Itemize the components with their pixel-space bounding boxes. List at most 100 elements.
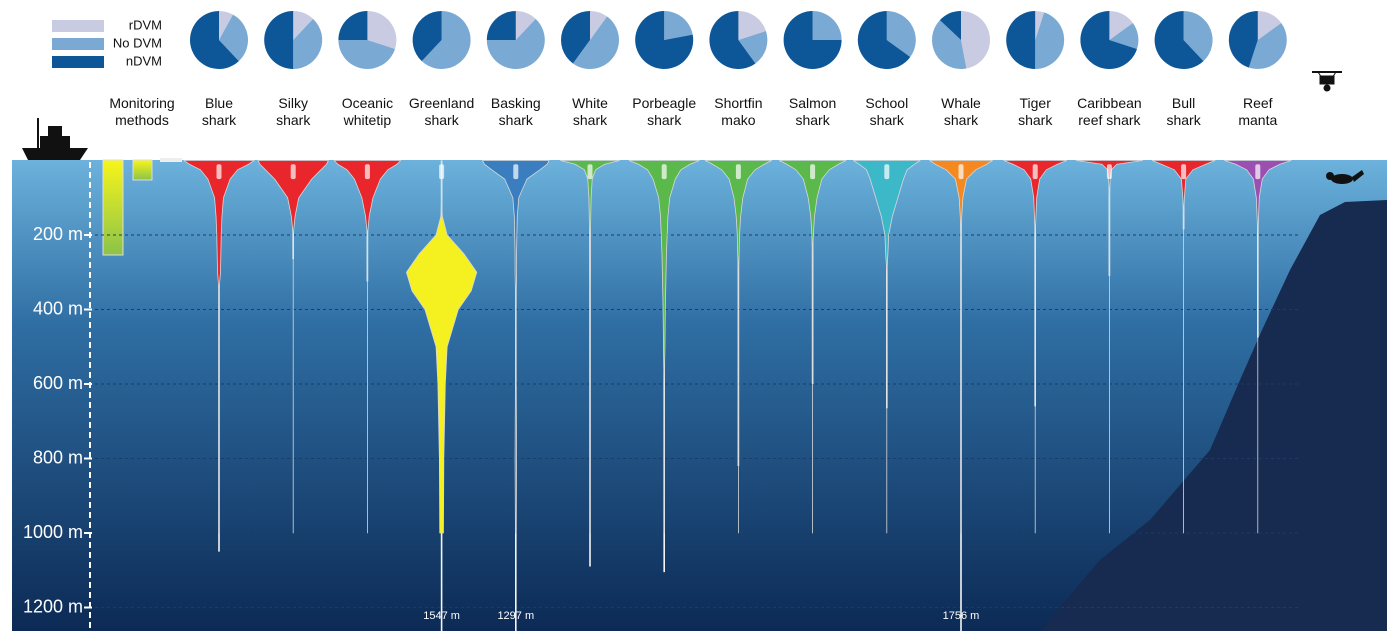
pie-slice (421, 11, 471, 69)
pie-slice (338, 11, 368, 40)
violin (257, 160, 329, 534)
violin (929, 160, 993, 534)
species-label: Porbeagle shark (632, 95, 696, 128)
pie-slice (939, 11, 961, 40)
pie-slice (1080, 11, 1137, 69)
pie-slice (293, 11, 314, 40)
pie-slice (561, 11, 590, 64)
species-label: Silky shark (276, 95, 311, 128)
violin (482, 160, 550, 534)
violin (1224, 160, 1292, 534)
species-label: Reef manta (1238, 95, 1277, 128)
pie-slice (293, 18, 323, 69)
species-label: School shark (865, 95, 908, 128)
violin (183, 160, 255, 534)
species-label: Tiger shark (1018, 95, 1053, 128)
legend-label: No DVM (113, 35, 162, 50)
y-tick-label: 1000 m (23, 522, 83, 542)
seafloor (1040, 200, 1387, 631)
legend-label: rDVM (129, 17, 162, 32)
y-tick-label: 400 m (33, 298, 83, 318)
species-label: Basking shark (491, 95, 541, 128)
drone-icon (1312, 71, 1342, 92)
pie-slice (932, 20, 967, 70)
violin-box (1032, 164, 1038, 180)
pie-slice (1257, 11, 1282, 40)
species-label: Bull shark (1166, 95, 1201, 128)
diver-icon (1326, 170, 1364, 184)
y-tick-label: 600 m (33, 373, 83, 393)
violin-box (513, 164, 519, 180)
violin-box (587, 164, 593, 180)
species-label: Shortfin mako (714, 95, 762, 128)
legend-swatch (52, 56, 104, 68)
pie-slice (738, 11, 766, 40)
violin-box (1255, 164, 1261, 180)
violin-box (439, 164, 445, 180)
pie-slice (1035, 11, 1045, 40)
pie-slice (812, 11, 842, 40)
pie-slice (572, 16, 619, 70)
violin-box (810, 164, 816, 180)
violin (704, 160, 773, 534)
pie-slice (486, 11, 516, 40)
pie-slice (1109, 11, 1133, 40)
pie-slice (219, 11, 233, 40)
pie-slice (738, 31, 768, 64)
monitoring-bar (102, 159, 124, 256)
pie-slice (515, 11, 536, 40)
violin (1003, 160, 1068, 534)
pie-slice (1035, 12, 1065, 69)
violin-box (1106, 164, 1112, 180)
violin-box (1181, 164, 1187, 180)
violin (406, 160, 478, 534)
monitoring-bar (160, 158, 182, 162)
pie-slice (1183, 11, 1213, 62)
pie-slice (1154, 11, 1204, 70)
pie-slice (219, 14, 248, 62)
pie-slice (486, 18, 545, 70)
legend-swatch (52, 20, 104, 32)
max-depth-label: 1756 m (943, 610, 980, 622)
violin-box (290, 164, 296, 180)
violin (560, 160, 620, 534)
pie-slice (338, 40, 395, 70)
pie-slice (1228, 11, 1258, 68)
monitoring-label: Monitoring methods (109, 95, 174, 128)
pie-slice (590, 11, 608, 40)
violin-box (364, 164, 370, 180)
legend-swatch (52, 38, 104, 50)
species-label: Oceanic whitetip (342, 95, 393, 128)
pie-slice (709, 11, 756, 70)
y-tick-label: 200 m (33, 224, 83, 244)
violin (333, 160, 402, 534)
pie-slice (783, 11, 842, 69)
pie-slice (367, 11, 397, 49)
pie-slice (1109, 22, 1139, 49)
species-label: Blue shark (202, 95, 237, 128)
species-label: Greenland shark (409, 95, 474, 128)
pie-slice (412, 11, 442, 62)
violin (1151, 160, 1216, 534)
violin (1075, 160, 1144, 534)
violin-box (735, 164, 741, 180)
violin-box (958, 164, 964, 180)
pie-slice (264, 11, 294, 69)
max-depth-label: 1547 m (423, 610, 460, 622)
species-label: Whale shark (941, 95, 981, 128)
violin (778, 160, 847, 534)
violin (853, 160, 921, 534)
violin-box (216, 164, 222, 180)
violin (628, 160, 700, 534)
pie-slice (886, 11, 916, 58)
pie-slice (664, 11, 693, 40)
monitoring-bar (132, 159, 153, 181)
species-label: Caribbean reef shark (1077, 95, 1142, 128)
violin-box (884, 164, 890, 180)
pie-slice (635, 11, 694, 69)
pie-slice (1248, 22, 1287, 70)
y-tick-label: 1200 m (23, 596, 83, 616)
legend-label: nDVM (126, 53, 162, 68)
pie-slice (961, 11, 990, 69)
pie-slice (189, 11, 239, 69)
